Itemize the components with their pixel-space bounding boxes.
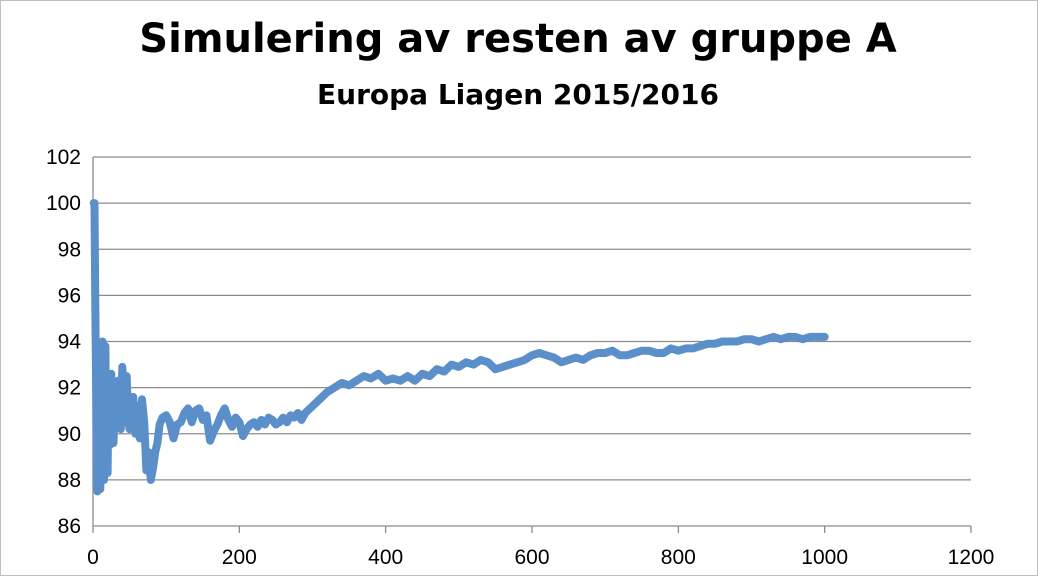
y-tick-label: 90	[58, 423, 81, 446]
chart-title: Simulering av resten av gruppe A	[139, 16, 897, 62]
y-tick-label: 96	[58, 284, 81, 307]
x-tick-label: 400	[368, 546, 403, 569]
x-tick-label: 600	[514, 546, 549, 569]
y-tick-label: 94	[58, 331, 82, 354]
x-tick-label: 0	[87, 546, 99, 569]
chart-subtitle: Europa Liagen 2015/2016	[317, 78, 719, 111]
y-tick-label: 88	[58, 469, 81, 492]
series-line-1	[89, 199, 829, 496]
x-tick-labels: 0 200 400 600 800 1000 1200	[87, 546, 994, 569]
y-tick-label: 92	[58, 377, 81, 400]
x-tick-label: 800	[661, 546, 696, 569]
axes	[92, 157, 972, 533]
x-tick-label: 1200	[948, 546, 995, 569]
y-tick-label: 86	[58, 515, 81, 538]
y-tick-label: 98	[58, 238, 81, 261]
x-tick-label: 200	[222, 546, 257, 569]
y-tick-labels: 86 88 90 92 94 96 98 100 102	[46, 146, 81, 538]
grid-lines	[93, 156, 971, 481]
series-layer	[89, 199, 829, 496]
y-tick-label: 100	[46, 192, 81, 215]
x-tick-label: 1000	[801, 546, 848, 569]
y-tick-label: 102	[46, 146, 81, 169]
